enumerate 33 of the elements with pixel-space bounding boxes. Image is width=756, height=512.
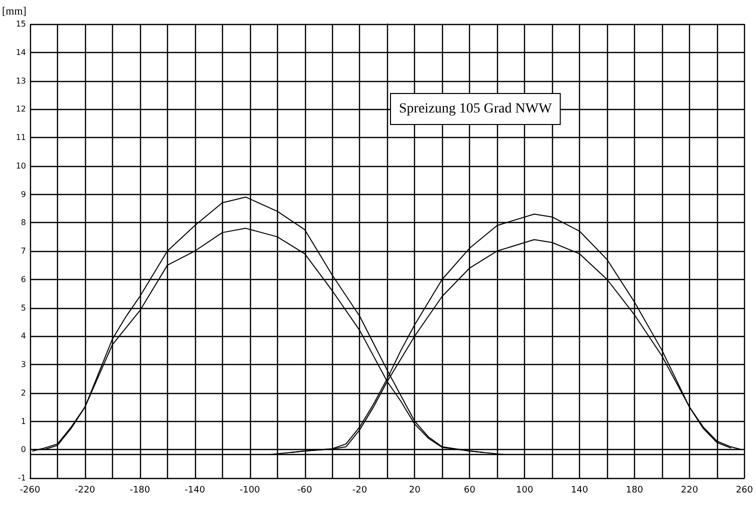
y-tick-label: 14 bbox=[16, 48, 26, 57]
x-tick-label: -20 bbox=[352, 486, 368, 496]
x-tick-label: 60 bbox=[464, 486, 476, 496]
x-tick-label: 20 bbox=[408, 486, 421, 496]
x-tick-label: -220 bbox=[74, 486, 96, 496]
y-tick-label: 3 bbox=[20, 360, 26, 369]
y-tick-label: 2 bbox=[20, 388, 26, 398]
x-tick-label: 220 bbox=[680, 486, 698, 496]
y-tick-label: 15 bbox=[16, 20, 26, 28]
x-tick-label: 140 bbox=[570, 486, 588, 496]
annotation: Spreizung 105 Grad NWW bbox=[399, 102, 553, 116]
x-tick-label: -140 bbox=[184, 486, 206, 496]
y-tick-label: 10 bbox=[16, 161, 26, 170]
y-tick-label: 12 bbox=[16, 104, 26, 114]
y-tick-label: 6 bbox=[20, 274, 26, 284]
y-tick-label: 1 bbox=[20, 416, 26, 426]
y-tick-label: 5 bbox=[20, 303, 26, 312]
y-tick-label: 11 bbox=[16, 133, 26, 142]
y-tick-label: -1 bbox=[18, 474, 26, 482]
x-tick-label: -180 bbox=[130, 486, 150, 496]
x-tick-label: 100 bbox=[516, 486, 534, 496]
y-tick-label: 9 bbox=[20, 190, 26, 199]
x-tick-label: 180 bbox=[626, 486, 644, 496]
y-tick-label: 7 bbox=[20, 246, 26, 256]
y-axis-title: [mm] bbox=[2, 6, 26, 18]
x-tick-label: -60 bbox=[297, 486, 312, 496]
y-tick-label: 4 bbox=[20, 332, 26, 341]
y-tick-label: 13 bbox=[16, 76, 26, 86]
y-tick-label: 8 bbox=[20, 218, 26, 228]
x-tick-label: -100 bbox=[240, 486, 260, 496]
x-tick-label: 260 bbox=[736, 486, 754, 496]
x-tick-label: -260 bbox=[20, 486, 40, 496]
y-tick-label: 0 bbox=[20, 445, 26, 454]
